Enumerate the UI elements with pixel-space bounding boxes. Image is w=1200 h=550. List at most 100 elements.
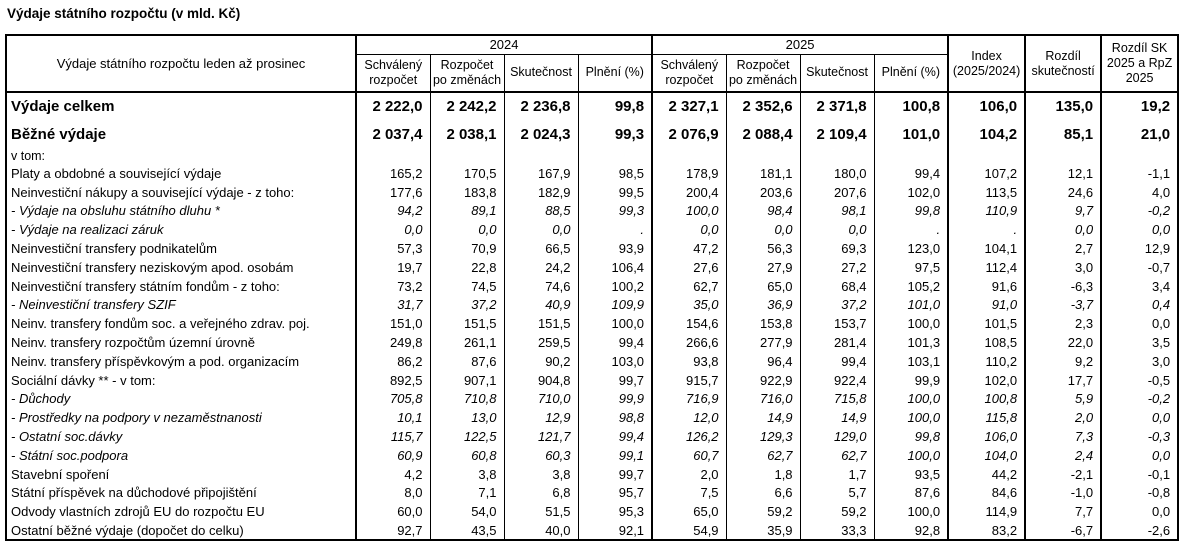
table-row: - Prostředky na podpory v nezaměstnanost… [5,408,1179,428]
cell-value: 2 222,0 [355,92,431,120]
cell-value: 99,8 [873,201,949,221]
cell-value: 110,2 [947,351,1026,371]
cell-value: -6,7 [1024,521,1102,540]
cell-value: 14,9 [799,408,875,428]
cell-value: 40,9 [503,295,579,315]
cell-value: 99,9 [873,370,949,390]
cell-value: 102,0 [873,182,949,202]
cell-value: 4,0 [1100,182,1179,202]
cell-value: 1,7 [799,464,875,484]
cell-value: 100,0 [873,502,949,522]
cell-value: 277,9 [725,333,801,352]
header-group-row: Výdaje státního rozpočtu leden až prosin… [5,34,1179,93]
cell-value: 266,6 [651,333,727,352]
cell-value: 261,1 [429,333,505,352]
cell-value: 74,6 [503,276,579,296]
table-row: Neinvestiční transfery státním fondům - … [5,276,1179,296]
cell-value: 151,5 [429,314,505,334]
cell-value: 121,7 [503,427,579,446]
cell-value: 87,6 [873,483,949,503]
cell-value: 54,9 [651,521,727,540]
cell-value: 22,0 [1024,333,1102,352]
cell-value [577,148,653,164]
cell-value: 56,3 [725,239,801,258]
cell-value: 0,0 [1100,502,1179,522]
cell-value: 106,0 [947,427,1026,446]
cell-value: 12,0 [651,408,727,428]
table-row: Neinv. transfery příspěvkovým a pod. org… [5,351,1179,371]
cell-value: 0,0 [1100,314,1179,334]
cell-value: 115,8 [947,408,1026,428]
cell-value [947,148,1026,164]
table-corner-header: Výdaje státního rozpočtu leden až prosin… [5,34,357,93]
header-2024-skutecnost: Skutečnost [503,53,579,93]
row-label: Neinvestiční nákupy a související výdaje… [5,182,357,202]
table-row: Neinvestiční transfery neziskovým apod. … [5,257,1179,277]
cell-value: 151,0 [355,314,431,334]
table-row: - Výdaje na realizaci záruk 0,0 0,0 0,0. 0,0… [5,220,1179,240]
row-label: Platy a obdobné a související výdaje [5,164,357,183]
cell-value: 60,9 [355,445,431,465]
header-rozdil-sk-rpz: Rozdíl SK 2025 a RpZ 2025 [1100,34,1179,93]
cell-value: 715,8 [799,389,875,409]
cell-value: 98,5 [577,164,653,183]
cell-value: 99,4 [577,427,653,446]
cell-value: 0,0 [355,220,431,240]
cell-value: 0,0 [1024,220,1102,240]
cell-value: 92,1 [577,521,653,540]
budget-expenditure-table: Výdaje státního rozpočtu leden až prosin… [5,34,1180,541]
cell-value: 96,4 [725,351,801,371]
row-label: - Důchody [5,389,357,409]
cell-value: 99,3 [577,201,653,221]
cell-value: 170,5 [429,164,505,183]
table-row: Neinvestiční nákupy a související výdaje… [5,182,1179,202]
cell-value [799,148,875,164]
cell-value: 65,0 [651,502,727,522]
row-label: - Neinvestiční transfery SZIF [5,295,357,315]
cell-value: . [873,220,949,240]
cell-value: -2,1 [1024,464,1102,484]
table-row: - Výdaje na obsluhu státního dluhu * 94,2… [5,201,1179,221]
row-label: Státní příspěvek na důchodové připojiště… [5,483,357,503]
cell-value: 100,0 [651,201,727,221]
cell-value: 103,0 [577,351,653,371]
cell-value: 710,8 [429,389,505,409]
table-row: Stavební spoření 4,2 3,8 3,8 99,7 2,0 1,8 1,7 93… [5,464,1179,484]
cell-value: 2 327,1 [651,92,727,120]
cell-value: 47,2 [651,239,727,258]
cell-value: 110,9 [947,201,1026,221]
table-row: - Státní soc.podpora 60,9 60,8 60,3 99,1 60,7… [5,445,1179,465]
table-row: v tom: [5,148,1179,164]
cell-value: 24,2 [503,257,579,277]
cell-value: 92,7 [355,521,431,540]
cell-value [725,148,801,164]
cell-value: 99,9 [577,389,653,409]
cell-value: 7,1 [429,483,505,503]
cell-value: -1,1 [1100,164,1179,183]
cell-value: 281,4 [799,333,875,352]
cell-value: 100,0 [873,314,949,334]
cell-value: 4,2 [355,464,431,484]
cell-value: 98,1 [799,201,875,221]
cell-value: 103,1 [873,351,949,371]
cell-value: -1,0 [1024,483,1102,503]
cell-value: 0,0 [651,220,727,240]
row-label: v tom: [5,148,357,164]
cell-value: 21,0 [1100,120,1179,148]
cell-value: 62,7 [725,445,801,465]
cell-value: 922,4 [799,370,875,390]
cell-value: 104,0 [947,445,1026,465]
cell-value: 33,3 [799,521,875,540]
cell-value: 2,0 [651,464,727,484]
table-row: Neinv. transfery fondům soc. a veřejného… [5,314,1179,334]
cell-value: 0,0 [799,220,875,240]
cell-value: 57,3 [355,239,431,258]
cell-value: 99,8 [577,92,653,120]
table-row: - Důchody 705,8 710,8 710,0 99,9 716,9 716,0 71… [5,389,1179,409]
table-row: Běžné výdaje 2 037,4 2 038,1 2 024,3 99,3 2 0… [5,120,1179,148]
row-label: Neinv. transfery rozpočtům územní úrovně [5,333,357,352]
cell-value: 60,3 [503,445,579,465]
cell-value: 12,1 [1024,164,1102,183]
table-body: Výdaje celkem 2 222,0 2 242,2 2 236,8 99,8 2 … [5,92,1179,540]
cell-value: 99,3 [577,120,653,148]
